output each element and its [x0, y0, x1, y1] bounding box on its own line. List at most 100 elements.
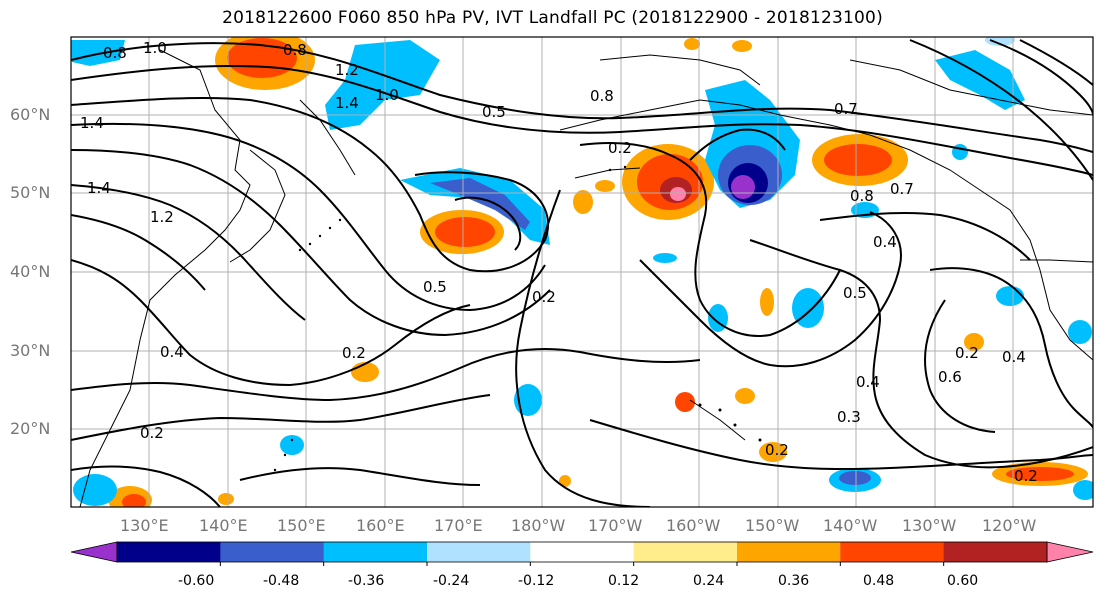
colorbar-tick-label: -0.12 [518, 573, 555, 589]
contour-label: 1.0 [375, 86, 399, 104]
lon-label: 170°W [588, 516, 643, 535]
contour-label: 1.0 [143, 39, 167, 57]
colorbar-segment [633, 542, 738, 562]
lon-label: 170°E [434, 516, 483, 535]
lon-label: 130°W [902, 516, 957, 535]
anomaly-patch [670, 187, 686, 201]
contour-label: 0.3 [837, 408, 861, 426]
anomaly-patch [824, 144, 892, 176]
anomaly-patch [73, 474, 117, 506]
colorbar-tick-label: 0.60 [947, 573, 979, 589]
lon-label: 160°W [666, 516, 721, 535]
contour-label: 0.7 [890, 180, 914, 198]
anomaly-patch [731, 175, 755, 199]
contour-label-group: 0.8 1.0 0.8 1.2 1.4 1.0 0.5 0.8 0.7 1.4 … [80, 39, 1038, 485]
colorbar [70, 541, 1094, 566]
contour-label: 0.2 [1014, 467, 1038, 485]
lat-label: 60°N [10, 105, 51, 124]
anomaly-patch [732, 40, 752, 52]
map-frame [70, 36, 1094, 508]
anomaly-patch [964, 333, 984, 351]
contour-label: 0.2 [342, 344, 366, 362]
lat-label: 50°N [10, 183, 51, 202]
anomaly-patch [1006, 467, 1074, 481]
anomaly-patch [1068, 320, 1092, 344]
anomaly-patch [559, 475, 571, 487]
contour-label: 1.4 [87, 179, 111, 197]
anomaly-patch [573, 190, 593, 214]
anomaly-patch [985, 37, 1015, 46]
colorbar-tick-label: 0.36 [778, 573, 810, 589]
contour-label: 0.2 [955, 344, 979, 362]
contour-label: 0.7 [834, 100, 858, 118]
anomaly-patch [435, 217, 495, 247]
lon-label: 180°W [511, 516, 566, 535]
anomaly-patch [684, 38, 700, 50]
lon-label: 160°E [356, 516, 405, 535]
colorbar-frame [116, 541, 1048, 563]
anomaly-patch [400, 168, 550, 245]
anomaly-patch [760, 288, 774, 316]
lat-label: 40°N [10, 262, 51, 281]
anomaly-patch [735, 388, 755, 404]
lon-label: 140°E [199, 516, 248, 535]
contour-label: 0.8 [103, 44, 127, 62]
anomaly-patch [759, 442, 787, 462]
contour-label: 1.4 [335, 94, 359, 112]
colorbar-segment [530, 542, 635, 562]
colorbar-segment [220, 542, 325, 562]
contour-label: 0.2 [765, 441, 789, 459]
contour-label: 0.4 [1002, 348, 1026, 366]
colorbar-tick-label: 0.12 [608, 573, 640, 589]
anomaly-patch [675, 392, 695, 412]
pv-contours [71, 39, 1093, 507]
lon-label: 140°W [823, 516, 878, 535]
colorbar-tick-label: -0.48 [263, 573, 300, 589]
colorbar-segment [943, 542, 1048, 562]
anomaly-patch [280, 435, 304, 455]
map-title: 2018122600 F060 850 hPa PV, IVT Landfall… [222, 8, 883, 28]
anomaly-patch [122, 494, 146, 507]
contour-label: 0.4 [856, 373, 880, 391]
contour-label: 0.5 [843, 284, 867, 302]
colorbar-tick-label: -0.60 [178, 573, 215, 589]
colorbar-tick-label: 0.24 [693, 573, 725, 589]
colorbar-tick-label: -0.24 [433, 573, 470, 589]
anomaly-patch [996, 286, 1024, 306]
colorbar-segment [117, 542, 221, 562]
anomaly-patch [325, 40, 440, 130]
contour-label: 1.4 [80, 114, 104, 132]
contour-label: 0.4 [160, 343, 184, 361]
contour-label: 0.5 [423, 278, 447, 296]
contour-label: 0.5 [482, 103, 506, 121]
contour-label: 0.8 [283, 41, 307, 59]
island-dots [273, 165, 762, 472]
contour-label: 0.2 [608, 139, 632, 157]
contour-label: 0.4 [873, 233, 897, 251]
colorbar-segment [840, 542, 945, 562]
contour-label: 0.8 [590, 87, 614, 105]
colorbar-segment [1046, 541, 1094, 563]
lon-label: 150°W [745, 516, 800, 535]
colorbar-segment [323, 542, 428, 562]
lon-label: 150°E [277, 516, 326, 535]
colorbar-tick-label: 0.48 [863, 573, 895, 589]
colorbar-segment [427, 542, 531, 562]
lon-label: 120°W [982, 516, 1037, 535]
lat-label: 20°N [10, 419, 51, 438]
colorbar-tick-label: -0.36 [348, 573, 385, 589]
contour-label: 1.2 [150, 208, 174, 226]
anomaly-patch [839, 471, 871, 485]
contour-label: 0.2 [532, 288, 556, 306]
lat-label: 30°N [10, 341, 51, 360]
contour-label: 0.2 [140, 424, 164, 442]
anomaly-patch [653, 253, 677, 263]
contour-label: 0.6 [938, 368, 962, 386]
colorbar-segment [70, 541, 118, 563]
anomaly-patch [952, 144, 968, 160]
anomaly-patch [430, 178, 530, 230]
anomaly-patch [935, 50, 1025, 110]
contour-label: 1.2 [335, 61, 359, 79]
colorbar-segment [737, 542, 841, 562]
